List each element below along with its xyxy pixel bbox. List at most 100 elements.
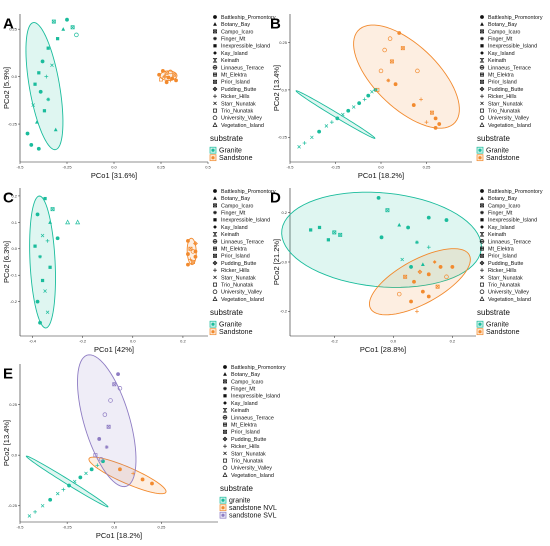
legend-site-label: Linnaeus_Terrace [221,239,264,245]
data-point [78,475,83,480]
legend-site-label: Vegetation_Island [231,473,274,479]
legend-title: substrate [477,308,510,317]
legend-site-label: Battleship_Promontory [488,15,543,21]
ellipse-granite [281,191,482,288]
legend-site-label: Prior_Island [488,254,517,260]
legend-title: substrate [220,484,253,493]
data-point [375,87,380,92]
panel-e-y-tick-label: -0.25 [8,503,18,508]
legend-site-label: Prior_Island [221,254,250,260]
panel-d-x-tick-label: 0.0 [391,339,397,344]
data-point [433,116,438,121]
legend-site-label: University_Valley [221,116,262,122]
data-point [27,514,32,518]
legend-site-label: Ricker_Hills [221,94,250,100]
legend-site-label: Keinath [488,232,506,238]
data-point [437,122,442,126]
panel-a-y-tick-label: -0.25 [8,121,18,126]
data-point [438,265,443,269]
legend-substrate-label: Sandstone [219,155,253,162]
legend-marker-hourglass [212,231,218,237]
data-point [36,146,41,151]
data-point [118,467,122,472]
panel-b-series-granite [297,87,378,149]
legend-site-label: Pudding_Butte [231,437,266,443]
legend-marker-opencircle [479,289,485,295]
data-point [378,68,384,74]
legend-site-label: Finger_Mt [221,211,246,217]
data-point [102,412,108,417]
data-point [45,310,50,314]
panel-e-ellipses [25,354,167,508]
data-point [415,68,420,74]
data-point [164,80,169,85]
data-point [131,471,136,476]
legend-site-label: Vegetation_Island [488,123,531,129]
panel-e-x-tick-label: 0.0 [112,525,118,530]
panel-d-series-granite [309,195,449,269]
legend-site-label: Trio_Nunatak [221,283,253,289]
legend-marker-boxx [223,379,227,384]
legend-marker-asterisk [480,36,484,41]
data-point [193,249,198,254]
data-point [50,207,55,212]
legend-marker-diamondplus [479,86,485,92]
legend-marker-plus [213,94,217,99]
data-point [396,291,402,297]
legend-site-label: Ricker_Hills [488,94,517,100]
legend-site-label: University_Valley [221,290,262,296]
legend-swatch-dot [221,498,225,502]
panel-c-y-tick-label: 0.0 [11,246,17,251]
data-point [382,47,387,53]
data-point [55,236,60,241]
legend-site-label: Vegetation_Island [488,297,531,303]
legend-marker-circle [213,15,217,19]
panel-d-y-axis-title: PCo2 [21.2%] [272,239,281,285]
data-point [409,265,413,269]
legend-marker-opencircle [222,465,228,471]
legend-substrate-label: sandstone NVL [229,505,277,512]
data-point [95,463,100,468]
legend-marker-squareplus [213,72,217,77]
data-point [166,75,171,80]
panel-c-site-legend: Battleship_PromontoryBotany_BayCampo_Ica… [212,189,276,303]
legend-marker-opensquare [480,108,484,113]
legend-site-label: Prior_Island [221,80,250,86]
legend-site-label: Finger_Mt [221,37,246,43]
legend-marker-boxx [480,203,484,208]
data-point [385,208,390,213]
panel-b-y-tick-label: -0.25 [278,135,288,140]
legend-marker-x [223,451,227,456]
legend-marker-triangle [213,22,217,26]
legend-marker-opencircle [212,115,218,121]
legend-marker-boxx [213,203,217,208]
panel-d: D -0.2 0.0 0.2 -0.2 0.0 0.2 PCo1 [28.8%] PCo2 [2… [270,188,543,354]
data-point [70,25,75,30]
legend-substrate-label: Granite [219,321,242,328]
data-point [104,445,109,449]
data-point [46,97,51,102]
legend-marker-hourglass [479,57,485,63]
data-point [351,105,356,109]
legend-site-label: University_Valley [488,116,529,122]
data-point [429,110,434,115]
legend-site-label: Battleship_Promontory [488,189,543,195]
data-point [65,17,69,22]
legend-site-label: Linnaeus_Terrace [488,65,531,71]
panel-e-x-axis-title: PCo1 [18.2%] [96,531,142,540]
panel-b-site-legend: Battleship_PromontoryBotany_BayCampo_Ica… [479,15,543,129]
legend-swatch-dot [221,513,225,517]
legend-site-label: Trio_Nunatak [221,109,253,115]
data-point [106,424,111,429]
legend-marker-circle [480,15,484,19]
panel-d-ellipses [281,191,482,316]
legend-marker-square [480,44,484,48]
ellipse-granite [25,455,109,508]
data-point [74,32,79,38]
data-point [170,76,175,81]
data-point [164,70,169,75]
legend-marker-asterisk [213,210,217,215]
data-point [376,195,381,200]
data-point [444,274,449,280]
